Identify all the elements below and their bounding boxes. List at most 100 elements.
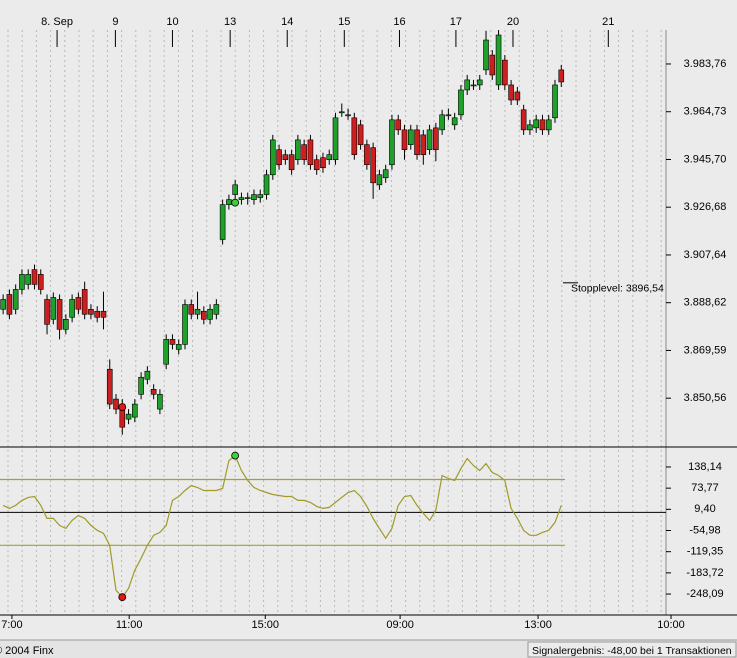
candle-body [558,69,565,83]
signal-marker [231,198,240,207]
candle-body [194,308,201,315]
x-tick-label: 15:00 [252,619,280,631]
candle-body [514,91,521,101]
candle-body [307,139,314,166]
candle-body [144,370,151,380]
candle-body [31,269,38,285]
x-tick-label: 17 [450,16,462,28]
x-tick-label: 10:00 [657,619,685,631]
candle-body [106,368,113,405]
copyright: © 2004 Finx [0,645,54,657]
candle-body [301,144,307,161]
candle-body [320,157,326,169]
candle-body [163,339,169,365]
candle-body [401,129,408,150]
candle-body [495,34,502,86]
candle-body [282,154,289,161]
candle-body [295,139,301,161]
y-tick-label: 3.907,64 [684,249,727,261]
candle-body [357,124,364,145]
candle-body [0,299,6,310]
candle-body [150,388,157,395]
candle-body [100,310,107,318]
candle-body [257,194,264,198]
y-tick-label: -248,09 [686,588,723,600]
candle-body [426,129,433,150]
candle-body [276,149,282,166]
y-tick-label: -183,72 [686,567,723,579]
x-tick-label: 13 [224,16,236,28]
candle-body [263,174,270,195]
candle-body [502,59,508,86]
candle-body [326,154,333,161]
candle-body [269,139,276,176]
x-tick-label: 16 [393,16,405,28]
candle-body [364,144,370,166]
candle-body [182,304,188,345]
candle-body [338,111,345,114]
x-tick-label: 8. Sep [41,16,73,28]
candle-body [44,299,50,325]
candle-body [188,304,195,315]
y-tick-label: -54,98 [689,524,720,536]
signal-marker [118,593,127,602]
candle-body [207,308,213,320]
candle-body [63,318,69,330]
x-tick-label: 20 [507,16,519,28]
candle-body [527,124,533,131]
candle-body [332,117,339,161]
candle-body [12,289,19,310]
candle-body [232,184,238,195]
candle-body [376,174,383,186]
candle-body [351,117,358,155]
candle-body [88,308,94,315]
signal-marker [231,451,240,460]
candle-body [175,344,182,350]
y-tick-label: 138,14 [688,461,722,473]
candle-body [458,89,464,116]
x-tick-label: 21 [602,16,614,28]
candle-body [201,310,207,320]
candle-body [508,84,514,101]
candle-body [244,197,251,199]
candle-body [132,403,138,418]
candle-body [445,114,452,117]
candle-body [464,79,471,91]
candle-body [219,204,226,240]
candle-body [238,197,245,200]
candle-body [395,119,402,131]
stop-level-label: Stopplevel: 3896,54 [571,283,664,295]
x-tick-label: 7:00 [1,619,22,631]
x-tick-label: 15 [338,16,350,28]
candle-body [345,114,351,117]
candle-body [288,154,295,171]
result-box [527,641,737,658]
y-tick-label: 3.945,70 [684,153,727,165]
candle-body [470,84,477,87]
candle-body [382,169,389,179]
candle-body [483,39,489,71]
y-tick-label: 3.926,68 [684,201,727,213]
candle-body [75,297,82,310]
y-tick-label: 73,77 [691,482,719,494]
x-tick-label: 09:00 [386,619,414,631]
y-tick-label: 3.869,59 [684,344,727,356]
candle-body [138,376,144,395]
candle-body [251,194,257,200]
y-tick-label: 3.983,76 [684,58,727,70]
candle-body [56,299,63,330]
candle-body [533,119,539,129]
candle-body [94,310,101,318]
candle-body [313,159,320,171]
candle-body [81,289,88,315]
candle-body [69,299,75,318]
candle-body [539,119,546,131]
candle-body [489,54,496,76]
candle-body [476,79,483,86]
candle-body [407,129,414,145]
candle-body [157,394,163,410]
candle-body [213,304,220,315]
result: Signalergebnis: -48,00 bei 1 Transaktion… [532,645,732,657]
candle-body [169,339,176,345]
